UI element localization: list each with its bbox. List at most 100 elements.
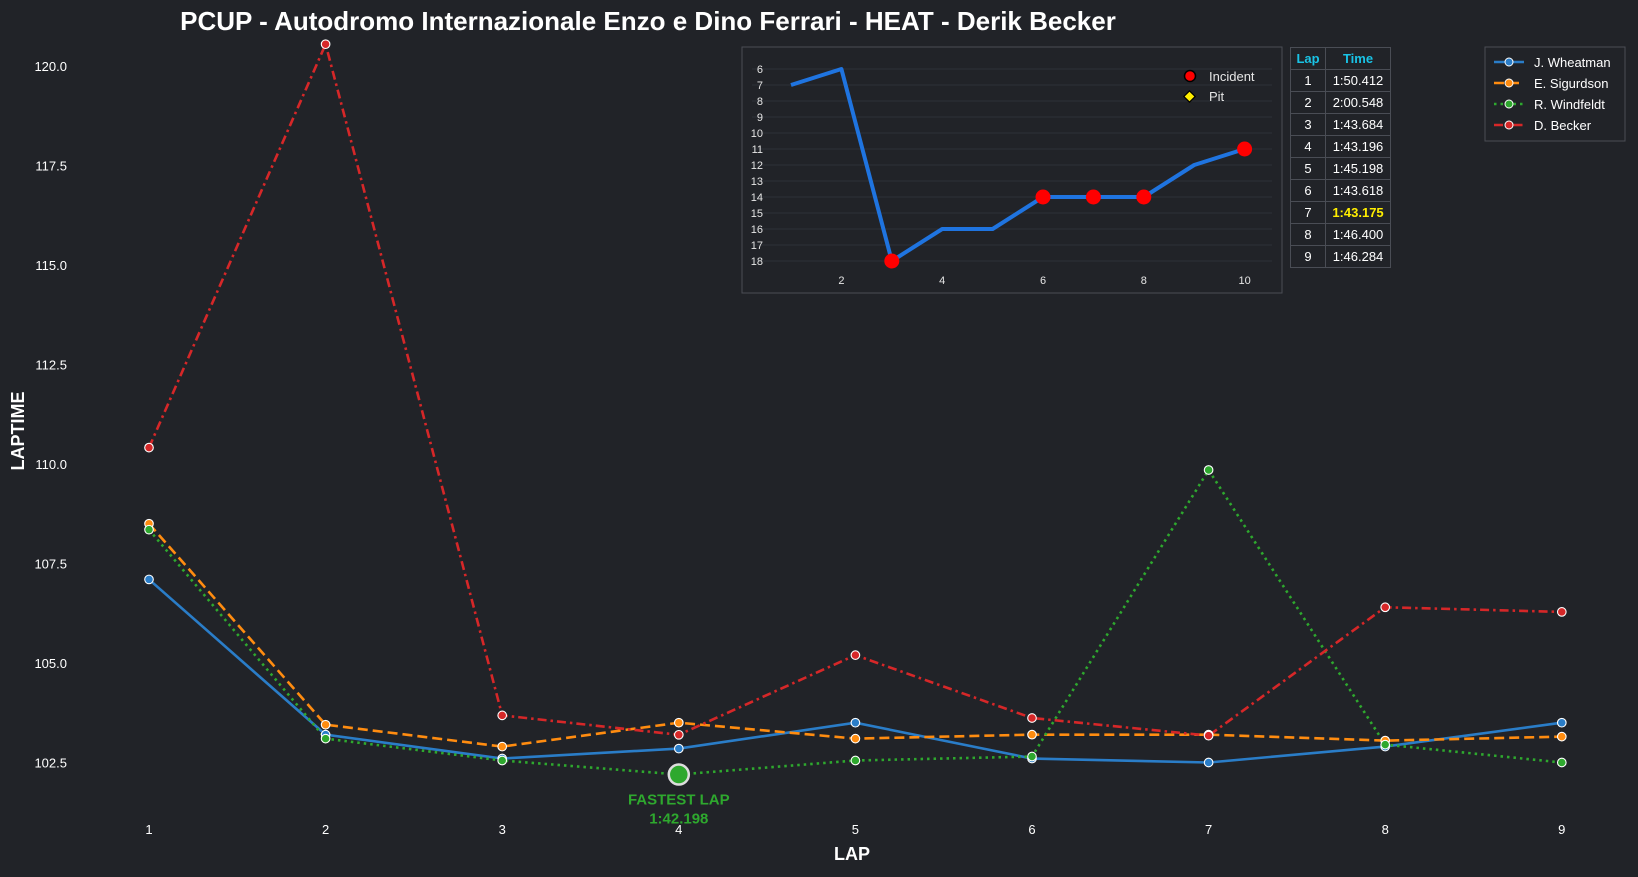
table-row: 8 1:46.400 [1290,223,1391,246]
incident-marker [884,253,900,269]
data-point-becker [1027,713,1037,723]
main-legend: J. Wheatman E. Sigurdson R. Windfeldt D. Be… [1484,46,1626,142]
lap-times-table: Lap Time 1 1:50.412 2 2:00.548 3 1:43.684 4 1:4… [1290,47,1391,268]
data-point-windfeldt [320,733,331,744]
x-tick-label: 4 [675,822,682,837]
position-y-tick: 11 [752,144,763,156]
incident-marker [1035,189,1051,205]
position-y-tick: 12 [751,160,763,172]
lap-number-cell: 8 [1290,223,1326,246]
chart-title: PCUP - Autodromo Internazionale Enzo e D… [180,6,1116,36]
data-point-sigurdson [497,741,508,752]
incident-marker [1237,141,1253,157]
lap-number-cell: 5 [1290,157,1326,180]
x-axis-label: LAP [834,844,870,864]
position-ticks: 6 7 8 9 10 11 12 13 14 15 16 17 18 2 4 6 8 10 [751,64,1251,287]
data-point-wheatman [850,717,861,728]
position-y-tick: 8 [757,96,763,108]
position-y-tick: 16 [751,224,763,236]
position-x-tick: 10 [1238,275,1250,287]
lap-time-cell: 1:46.400 [1325,223,1391,246]
data-point-wheatman [1203,757,1214,768]
y-tick-label: 112.5 [35,358,67,373]
legend-label-becker: D. Becker [1534,118,1592,133]
position-grid [752,68,1272,262]
lap-number-cell: 2 [1290,91,1326,114]
x-tick-label: 2 [322,822,329,837]
table-row: 7 1:43.175 [1290,201,1391,224]
position-y-tick: 14 [751,192,763,204]
incident-marker [1136,189,1152,205]
lap-time-cell: 1:43.175 [1325,201,1391,224]
data-point-windfeldt [144,524,154,535]
incident-marker [1085,189,1101,205]
position-x-tick: 2 [838,275,844,287]
data-point-becker [1556,607,1567,617]
table-row: 2 2:00.548 [1290,91,1391,114]
lap-time-cell: 1:46.284 [1325,245,1391,268]
y-tick-label: 102.5 [34,756,67,771]
legend-label-wheatman: J. Wheatman [1534,55,1611,70]
position-y-tick: 15 [751,208,763,220]
x-tick-label: 6 [1028,822,1035,837]
data-point-becker [1203,730,1214,741]
position-inset-frame [741,46,1283,294]
data-point-becker [1380,602,1391,613]
legend-marker-windfeldt [1504,99,1514,109]
lap-time-cell: 1:43.196 [1325,135,1391,158]
legend-label-sigurdson: E. Sigurdson [1534,76,1608,91]
incident-legend-label: Incident [1209,69,1255,84]
fastest-lap-label: FASTEST LAP [628,792,730,809]
legend-marker-sigurdson [1504,78,1514,88]
position-y-tick: 6 [757,64,763,76]
pit-legend-label: Pit [1209,89,1225,104]
data-point-sigurdson [320,719,331,730]
data-point-becker [497,710,508,721]
table-row: 6 1:43.618 [1290,179,1391,202]
table-header-row: Lap Time [1290,47,1391,70]
lap-time-cell: 1:43.684 [1325,113,1391,136]
data-point-sigurdson [1027,729,1037,740]
y-tick-label: 120.0 [34,59,67,74]
x-tick-label: 7 [1205,822,1212,837]
y-axis-label: LAPTIME [8,392,28,471]
y-tick-label: 115.0 [35,258,67,273]
data-point-wheatman [673,743,684,754]
legend-marker-becker [1504,120,1514,130]
x-tick-label: 1 [145,822,152,837]
position-y-tick: 18 [751,256,763,268]
position-y-tick: 17 [751,240,763,252]
table-header-lap: Lap [1290,47,1326,70]
position-line [790,67,1246,263]
x-tick-label: 9 [1558,822,1565,837]
position-x-tick: 8 [1141,275,1147,287]
table-row: 4 1:43.196 [1290,135,1391,158]
incident-legend-icon [1183,69,1197,83]
y-tick-label: 117.5 [35,159,67,174]
y-tick-label: 105.0 [34,656,67,671]
legend-marker-wheatman [1504,57,1514,67]
lap-time-cell: 2:00.548 [1325,91,1391,114]
table-row: 3 1:43.684 [1290,113,1391,136]
x-tick-label: 8 [1382,822,1389,837]
data-point-windfeldt [497,755,508,766]
table-row: 9 1:46.284 [1290,245,1391,268]
position-legend: Incident Pit [1182,69,1255,104]
series-line-sigurdson [148,522,1562,748]
data-point-windfeldt [1556,757,1567,768]
fastest-lap-annotation: FASTEST LAP 1:42.198 [628,763,730,828]
lap-number-cell: 6 [1290,179,1326,202]
data-point-becker [850,650,861,660]
series-line-windfeldt [148,467,1562,776]
table-row: 1 1:50.412 [1290,69,1391,92]
incident-markers [884,141,1253,269]
data-point-sigurdson [673,717,684,728]
data-point-windfeldt [1027,751,1037,762]
position-inset: 6 7 8 9 10 11 12 13 14 15 16 17 18 2 4 6 8 10 Incident Pi… [741,46,1283,294]
x-tick-label: 5 [852,822,859,837]
data-point-wheatman [144,574,154,585]
position-x-tick: 6 [1040,275,1046,287]
y-tick-label: 110.0 [35,457,67,472]
